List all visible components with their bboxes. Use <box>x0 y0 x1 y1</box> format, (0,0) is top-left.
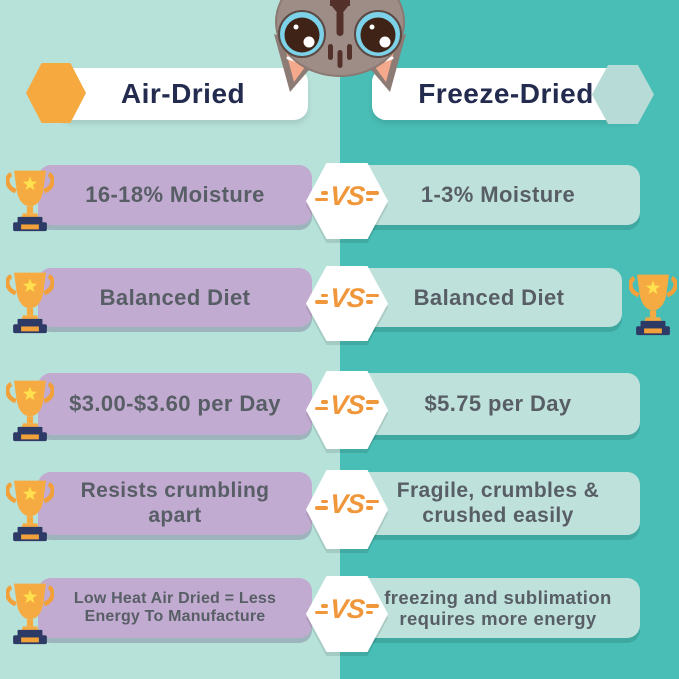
vs-speed-lines-left <box>314 499 328 510</box>
vs-hexagon: VS <box>306 470 388 549</box>
header-freeze-dried-label: Freeze-Dried <box>418 78 594 109</box>
freeze-dried-value-label: freezing and sublimation requires more e… <box>384 586 612 629</box>
air-dried-value-label: $3.00-$3.60 per Day <box>69 391 281 417</box>
freeze-dried-value: $5.75 per Day <box>356 373 640 435</box>
freeze-dried-value-label: Balanced Diet <box>413 284 565 310</box>
vs-label: VS <box>328 593 366 624</box>
freeze-dried-value: freezing and sublimation requires more e… <box>356 578 640 638</box>
trophy-icon <box>6 272 54 334</box>
freeze-dried-value-label: 1-3% Moisture <box>420 182 576 208</box>
air-dried-value: 16-18% Moisture <box>38 165 312 225</box>
air-dried-value: $3.00-$3.60 per Day <box>38 373 312 435</box>
comparison-row-energy: Low Heat Air Dried = Less Energy To Manu… <box>0 576 679 652</box>
vs-label: VS <box>328 180 366 211</box>
vs-speed-lines-left <box>314 293 328 304</box>
air-dried-value-label: Balanced Diet <box>99 284 251 310</box>
freeze-dried-value: Fragile, crumbles & crushed easily <box>356 472 640 535</box>
air-dried-value-label: Low Heat Air Dried = Less Energy To Manu… <box>73 589 277 625</box>
cat-illustration <box>274 0 406 92</box>
vs-badge: VS <box>306 470 388 549</box>
vs-speed-lines-right <box>366 499 380 510</box>
trophy-icon <box>629 274 677 336</box>
vs-speed-lines-right <box>366 604 380 614</box>
vs-badge: VS <box>306 266 388 341</box>
comparison-row-diet: Balanced Diet Balanced Diet VS <box>0 266 679 341</box>
vs-speed-lines-right <box>366 293 380 304</box>
vs-hexagon: VS <box>306 163 388 239</box>
air-dried-value-label: 16-18% Moisture <box>85 182 265 208</box>
air-dried-value: Resists crumbling apart <box>38 472 312 535</box>
freeze-dried-value-label: Fragile, crumbles & crushed easily <box>396 479 600 527</box>
freeze-dried-value: Balanced Diet <box>356 268 622 327</box>
vs-hexagon: VS <box>306 266 388 341</box>
comparison-row-moisture: 16-18% Moisture 1-3% Moisture VS <box>0 163 679 239</box>
trophy-icon <box>6 170 54 232</box>
comparison-row-durability: Resists crumbling apart Fragile, crumble… <box>0 470 679 549</box>
vs-label: VS <box>328 489 366 519</box>
comparison-row-cost: $3.00-$3.60 per Day $5.75 per Day VS <box>0 371 679 449</box>
header-air-dried: Air-Dried <box>58 68 308 120</box>
header-air-dried-label: Air-Dried <box>120 78 246 109</box>
trophy-icon <box>6 380 54 442</box>
vs-label: VS <box>328 283 366 313</box>
vs-speed-lines-left <box>314 604 328 614</box>
vs-badge: VS <box>306 576 388 652</box>
air-dried-value-label: Resists crumbling apart <box>80 479 270 527</box>
vs-speed-lines-right <box>366 191 380 201</box>
air-dried-value: Low Heat Air Dried = Less Energy To Manu… <box>38 578 312 638</box>
trophy-icon <box>6 480 54 542</box>
freeze-dried-value-label: $5.75 per Day <box>424 391 572 417</box>
trophy-icon <box>6 583 54 645</box>
vs-speed-lines-left <box>314 400 328 410</box>
air-dried-value: Balanced Diet <box>38 268 312 327</box>
vs-badge: VS <box>306 163 388 239</box>
freeze-dried-value: 1-3% Moisture <box>356 165 640 225</box>
vs-badge: VS <box>306 371 388 449</box>
vs-hexagon: VS <box>306 576 388 652</box>
vs-label: VS <box>328 389 366 420</box>
vs-hexagon: VS <box>306 371 388 449</box>
vs-speed-lines-left <box>314 191 328 201</box>
vs-speed-lines-right <box>366 400 380 410</box>
